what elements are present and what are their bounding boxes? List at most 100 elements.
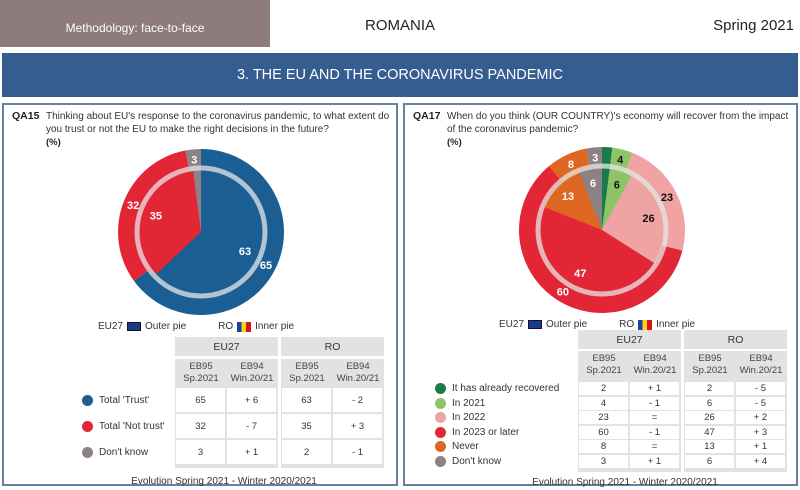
table-cell: + 6 — [227, 388, 276, 412]
wave-label: EB94 — [240, 361, 264, 372]
category-dot-icon — [435, 383, 446, 394]
inner-label-4: 13 — [562, 191, 574, 203]
legend-row: Total 'Not trust' — [82, 414, 165, 438]
unit-label: (%) — [447, 137, 462, 148]
inner-label-1: 6 — [614, 179, 620, 191]
inner-slice-5 — [579, 168, 602, 230]
table-cell: 13 — [685, 440, 734, 454]
table-group-header-ro: RO — [684, 330, 787, 349]
table-cell: - 5 — [736, 382, 785, 395]
season-label: Spring 2021 — [713, 17, 794, 34]
table-cell: 63 — [282, 388, 331, 412]
wave-label: EB95 — [189, 361, 213, 372]
table-cell: + 1 — [630, 455, 679, 468]
pie-chart: 65 32 3 63 35 — [117, 149, 285, 315]
legend-eu-label: EU27 — [499, 319, 525, 330]
table-cell: + 3 — [736, 425, 785, 439]
category-dot-icon — [82, 420, 93, 432]
table-cell: + 1 — [227, 440, 276, 464]
category-label: In 2022 — [452, 412, 486, 424]
table-cell: - 1 — [630, 396, 679, 410]
section-title: 3. THE EU AND THE CORONAVIRUS PANDEMIC — [236, 67, 564, 83]
table-subheader: EB94 Win.20/21 — [630, 353, 680, 377]
table-cell: - 5 — [736, 396, 785, 410]
table-cell: 60 — [579, 425, 628, 439]
question-block: When do you think (OUR COUNTRY)'s econom… — [447, 110, 792, 149]
wave-label: EB94 — [749, 353, 773, 364]
wave-date: Sp.2021 — [692, 365, 728, 376]
category-dot-icon — [435, 456, 446, 467]
wave-label: EB95 — [698, 353, 722, 364]
ring-divider — [134, 165, 268, 299]
outer-label-2: 23 — [661, 192, 673, 204]
wave-date: Win.20/21 — [633, 365, 677, 376]
table-group-header-eu: EU27 — [578, 330, 681, 349]
inner-label-3: 47 — [574, 268, 586, 280]
outer-label-1: 32 — [127, 200, 139, 212]
table-cell: - 7 — [227, 414, 276, 438]
outer-label-1: 4 — [617, 154, 624, 166]
evolution-footer: Evolution Spring 2021 - Winter 2020/2021 — [532, 477, 718, 488]
ring-divider — [535, 163, 669, 297]
category-dot-icon — [435, 397, 446, 409]
table-cell: - 1 — [333, 440, 382, 464]
legend-row: Don't know — [82, 440, 148, 464]
wave-date: Win.20/21 — [739, 365, 783, 376]
wave-label: EB94 — [643, 353, 667, 364]
question-block: Thinking about EU's response to the coro… — [46, 110, 391, 149]
inner-label-1: 35 — [150, 211, 162, 223]
table-cell: - 1 — [630, 425, 679, 439]
inner-slice-2 — [193, 170, 201, 232]
ro-flag-icon — [638, 319, 653, 330]
table-cell: + 3 — [333, 414, 382, 438]
pie-legend: EU27 Outer pie RO Inner pie — [98, 321, 294, 332]
question-text: When do you think (OUR COUNTRY)'s econom… — [447, 111, 789, 135]
table-cell: 8 — [579, 440, 628, 454]
inner-slice-1 — [602, 168, 632, 230]
question-id: QA17 — [413, 110, 441, 122]
table-cell: 65 — [176, 388, 225, 412]
category-dot-icon — [435, 412, 446, 424]
table-subheader: EB94 Win.20/21 — [333, 361, 383, 385]
table-cell: + 1 — [630, 382, 679, 395]
table-subheader: EB94 Win.20/21 — [736, 353, 786, 377]
category-label: Don't know — [452, 456, 502, 467]
outer-label-3: 60 — [557, 287, 569, 299]
category-label: Never — [452, 441, 479, 453]
legend-row: In 2022 — [435, 411, 485, 424]
legend-inner-label: Inner pie — [255, 321, 295, 332]
category-dot-icon — [82, 394, 93, 406]
pie-legend: EU27 Outer pie RO Inner pie — [499, 319, 695, 330]
legend-inner-label: Inner pie — [656, 319, 696, 330]
evolution-footer: Evolution Spring 2021 - Winter 2020/2021 — [131, 476, 317, 487]
table-cell: = — [630, 440, 679, 454]
table-group-header-eu: EU27 — [175, 337, 278, 356]
question-id: QA15 — [12, 110, 40, 122]
legend-row: In 2023 or later — [435, 426, 519, 439]
table-cell: 4 — [579, 396, 628, 410]
wave-label: EB95 — [592, 353, 616, 364]
wave-date: Sp.2021 — [586, 365, 622, 376]
table-cell: + 4 — [736, 455, 785, 468]
question-text: Thinking about EU's response to the coro… — [46, 111, 390, 135]
legend-outer-label: Outer pie — [546, 319, 588, 330]
table-cell: 32 — [176, 414, 225, 438]
inner-slice-1 — [139, 170, 201, 275]
table-cell: 23 — [579, 411, 628, 425]
qa17-panel: QA17 When do you think (OUR COUNTRY)'s ec… — [403, 103, 798, 488]
legend-outer-label: Outer pie — [145, 321, 187, 332]
eu-flag-icon — [528, 320, 543, 329]
inner-label-5: 6 — [590, 178, 596, 190]
ro-flag-icon — [237, 321, 252, 332]
wave-date: Sp.2021 — [289, 373, 325, 384]
table-cell: 35 — [282, 414, 331, 438]
category-label: Total 'Not trust' — [99, 420, 165, 432]
inner-slice-2 — [602, 175, 664, 264]
table-cell: 6 — [685, 396, 734, 410]
wave-date: Win.20/21 — [230, 373, 274, 384]
table-subheader: EB95 Sp.2021 — [579, 353, 629, 377]
table-cell: 6 — [685, 455, 734, 468]
inner-label-0: 63 — [239, 246, 251, 258]
wave-label: EB94 — [346, 361, 370, 372]
outer-label-4: 8 — [568, 159, 574, 171]
